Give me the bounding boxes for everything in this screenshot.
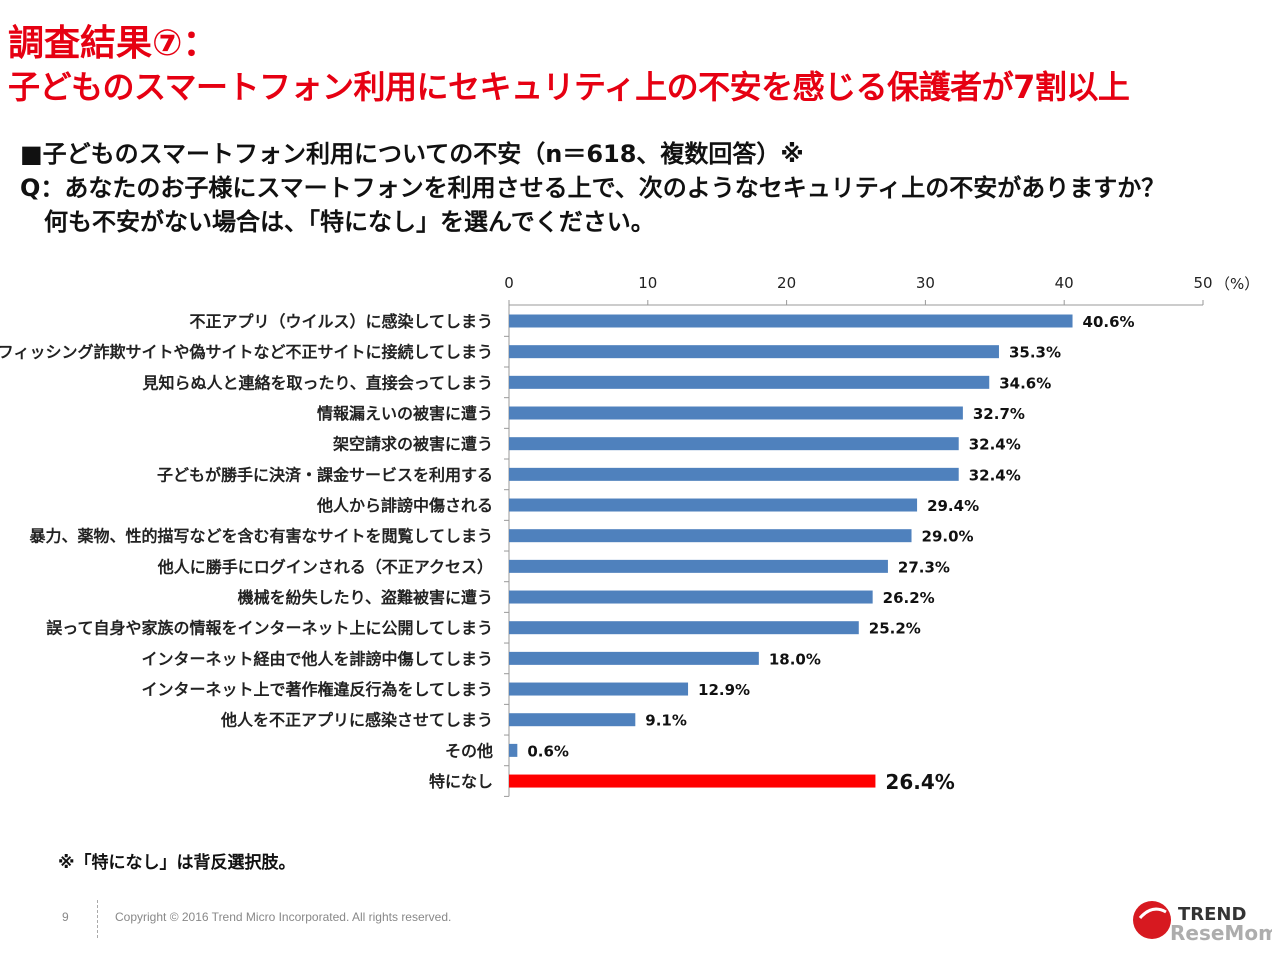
trend-micro-logo: TREND ReseMom [1132, 898, 1279, 945]
bar [509, 437, 959, 451]
bar [509, 713, 636, 727]
bar [509, 774, 876, 788]
category-label: 機械を紛失したり、盗難被害に遭う [238, 588, 493, 607]
question-heading: ■子どものスマートフォン利用についての不安（n＝618、複数回答）※ [20, 140, 804, 168]
category-label: 暴力、薬物、性的描写などを含む有害なサイトを閲覧してしまう [28, 527, 493, 546]
bar [509, 314, 1073, 328]
data-label: 18.0% [769, 650, 821, 668]
category-label: 特になし [429, 772, 493, 791]
bar [509, 651, 759, 665]
data-label: 29.0% [922, 528, 974, 546]
category-label: 情報漏えいの被害に遭う [317, 404, 493, 423]
question-text: Q：あなたのお子様にスマートフォンを利用させる上で、次のようなセキュリティ上の不… [20, 174, 1166, 202]
data-label: 32.4% [969, 466, 1021, 484]
svg-text:TREND: TREND [1178, 904, 1246, 925]
bar [509, 621, 859, 635]
category-label: 誤って自身や家族の情報をインターネット上に公開してしまう [46, 619, 493, 638]
category-label: フィッシング詐欺サイトや偽サイトなど不正サイトに接続してしまう [0, 343, 493, 362]
data-label: 26.4% [885, 770, 954, 794]
footnote: ※「特になし」は背反選択肢。 [58, 853, 296, 873]
category-label: インターネット上で著作権違反行為をしてしまう [141, 680, 493, 699]
copyright: Copyright © 2016 Trend Micro Incorporate… [115, 910, 452, 924]
x-tick-label: 50 [1193, 274, 1212, 292]
x-tick-label: 0 [504, 274, 514, 292]
data-label: 40.6% [1083, 313, 1135, 331]
bar [509, 498, 918, 512]
x-tick-label: 20 [777, 274, 796, 292]
question-instruction: 何も不安がない場合は、「特になし」を選んでください。 [20, 208, 655, 236]
bar [509, 406, 963, 420]
data-label: 0.6% [527, 742, 569, 760]
category-label: 子どもが勝手に決済・課金サービスを利用する [157, 465, 493, 484]
bar [509, 559, 888, 573]
bar [509, 375, 990, 389]
data-label: 9.1% [645, 712, 687, 730]
data-label: 34.6% [999, 374, 1051, 392]
data-label: 32.4% [969, 436, 1021, 454]
bar [509, 529, 912, 543]
data-label: 12.9% [698, 681, 750, 699]
category-label: 不正アプリ（ウイルス）に感染してしまう [189, 312, 493, 331]
svg-text:ReseMom: ReseMom [1170, 921, 1272, 944]
bar [509, 743, 518, 757]
bar [509, 345, 999, 359]
slide-subtitle: 子どものスマートフォン利用にセキュリティ上の不安を感じる保護者が7割以上 [8, 68, 1130, 106]
data-label: 35.3% [1009, 344, 1061, 362]
footer-divider [97, 900, 98, 938]
x-axis-unit: （%） [1215, 275, 1259, 293]
category-label: 他人に勝手にログインされる（不正アクセス） [157, 557, 493, 576]
category-label: 架空請求の被害に遭う [332, 435, 493, 454]
x-tick-label: 30 [916, 274, 935, 292]
category-label: 他人を不正アプリに感染させてしまう [220, 711, 493, 730]
bar [509, 467, 959, 481]
data-label: 27.3% [898, 558, 950, 576]
page-number: 9 [62, 910, 69, 924]
data-label: 29.4% [927, 497, 979, 515]
category-label: その他 [445, 741, 493, 760]
bar [509, 590, 873, 604]
data-label: 32.7% [973, 405, 1025, 423]
x-tick-label: 40 [1055, 274, 1074, 292]
category-label: 他人から誹謗中傷される [316, 496, 493, 515]
category-label: インターネット経由で他人を誹謗中傷してしまう [141, 649, 493, 668]
slide-title: 調査結果⑦： [8, 23, 219, 64]
x-tick-label: 10 [638, 274, 657, 292]
bar [509, 682, 689, 696]
data-label: 26.2% [883, 589, 935, 607]
bar-chart: 0 10 20 30 40 50 （%） 不正アプリ（ウイルス）に感染してしまう 40.6% フィ… [0, 274, 1259, 797]
category-label: 見知らぬ人と連絡を取ったり、直接会ってしまう [141, 373, 493, 392]
data-label: 25.2% [869, 620, 921, 638]
